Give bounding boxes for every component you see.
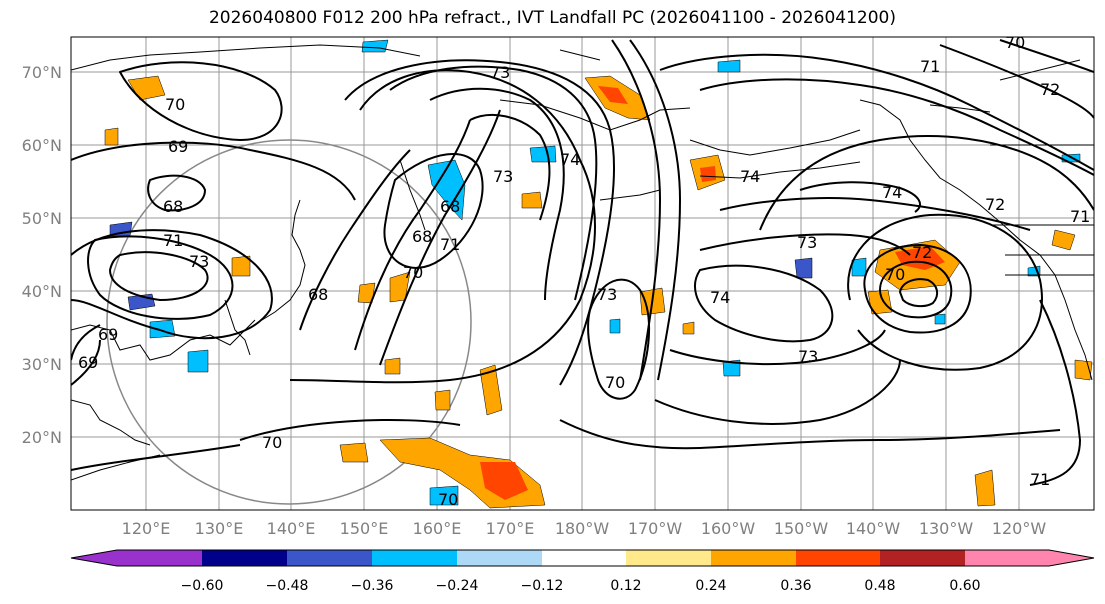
colorbar-tick-label: −0.60: [181, 578, 224, 594]
contour-label: 72: [1040, 80, 1060, 99]
lon-tick-label: 160°W: [701, 519, 756, 538]
colorbar-tick-label: −0.24: [436, 578, 479, 594]
colorbar-segment: [202, 550, 287, 566]
contour-label: 71: [1030, 470, 1050, 489]
contour-label: 73: [493, 167, 513, 186]
lon-tick-label: 170°W: [628, 519, 683, 538]
longitude-labels: 120°E 130°E 140°E 150°E 160°E 170°E 180°…: [122, 519, 1047, 538]
lon-tick-label: 150°W: [774, 519, 829, 538]
colorbar-segment: [965, 550, 1049, 566]
contour-lines: [71, 39, 1094, 486]
contour-label: 71: [1070, 207, 1090, 226]
contour-label: 70: [438, 490, 458, 509]
lon-tick-label: 130°W: [919, 519, 974, 538]
reference-circle: [106, 139, 472, 505]
lon-tick-label: 180°W: [555, 519, 610, 538]
lon-tick-label: 140°W: [846, 519, 901, 538]
contour-label: 70: [1005, 33, 1025, 52]
lat-tick-label: 60°N: [22, 136, 62, 155]
colorbar-tick-label: −0.12: [521, 578, 564, 594]
map-frame: [70, 36, 1095, 511]
lat-tick-label: 70°N: [22, 63, 62, 82]
contour-label: 73: [597, 285, 617, 304]
colorbar-segment: [372, 550, 457, 566]
lat-tick-label: 50°N: [22, 209, 62, 228]
lat-tick-label: 40°N: [22, 282, 62, 301]
contour-label: 73: [797, 233, 817, 252]
contour-label: 71: [163, 231, 183, 250]
lat-tick-label: 30°N: [22, 355, 62, 374]
colorbar-under-arrow: [71, 550, 117, 566]
colorbar-segment: [542, 550, 626, 566]
contour-label: 71: [920, 57, 940, 76]
contour-label: 73: [189, 252, 209, 271]
colorbar-segment: [626, 550, 711, 566]
gridlines: [71, 37, 1094, 510]
colorbar-tick-label: −0.48: [266, 578, 309, 594]
contour-label: 74: [560, 150, 580, 169]
colorbar-tick-label: 0.24: [695, 578, 726, 594]
contour-label: 68: [440, 197, 460, 216]
contour-label: 68: [163, 197, 183, 216]
colorbar-tick-label: 0.36: [780, 578, 811, 594]
lon-tick-label: 150°E: [340, 519, 389, 538]
contour-label: 70: [262, 433, 282, 452]
contour-label: 74: [740, 167, 760, 186]
colorbar-segment: [796, 550, 880, 566]
contour-label: 74: [710, 288, 730, 307]
colorbar-tick-label: 0.12: [610, 578, 641, 594]
contour-label: 70: [605, 373, 625, 392]
colorbar-segment: [287, 550, 372, 566]
contour-label: 68: [308, 285, 328, 304]
colorbar-segment: [457, 550, 542, 566]
positive-anomaly-patches: [104, 75, 1093, 509]
lon-tick-label: 170°E: [486, 519, 535, 538]
latitude-labels: 20°N 30°N 40°N 50°N 60°N 70°N: [22, 63, 62, 447]
contour-label: 73: [490, 63, 510, 82]
map-title: 2026040800 F012 200 hPa refract., IVT La…: [208, 8, 896, 28]
contour-label: 69: [168, 137, 188, 156]
colorbar-segment: [880, 550, 965, 566]
colorbar-tick-label: 0.60: [949, 578, 980, 594]
colorbar-tick-label: −0.36: [351, 578, 394, 594]
colorbar: −0.60 −0.48 −0.36 −0.24 −0.12 0.12 0.24 …: [70, 549, 1095, 594]
contour-label: 68: [412, 227, 432, 246]
contour-label: 71: [440, 235, 460, 254]
colorbar-over-arrow: [1049, 550, 1094, 566]
colorbar-segment: [117, 550, 202, 566]
lon-tick-label: 120°W: [992, 519, 1047, 538]
lon-tick-label: 130°E: [195, 519, 244, 538]
contour-labels: 70 69 68 73 71 68 68 68 71 70 73 73 74 7…: [78, 33, 1090, 509]
contour-label: 70: [403, 263, 423, 282]
colorbar-segment: [711, 550, 796, 566]
contour-label: 73: [798, 347, 818, 366]
contour-label: 72: [912, 243, 932, 262]
contour-label: 69: [98, 325, 118, 344]
contour-label: 72: [985, 195, 1005, 214]
lat-tick-label: 20°N: [22, 428, 62, 447]
contour-label: 70: [885, 265, 905, 284]
lon-tick-label: 160°E: [413, 519, 462, 538]
coastlines: [71, 44, 1094, 481]
colorbar-outline: [70, 549, 1095, 567]
colorbar-tick-label: 0.48: [864, 578, 895, 594]
contour-label: 69: [78, 353, 98, 372]
lon-tick-label: 120°E: [122, 519, 171, 538]
contour-label: 74: [882, 183, 902, 202]
lon-tick-label: 140°E: [267, 519, 316, 538]
contour-label: 70: [165, 95, 185, 114]
